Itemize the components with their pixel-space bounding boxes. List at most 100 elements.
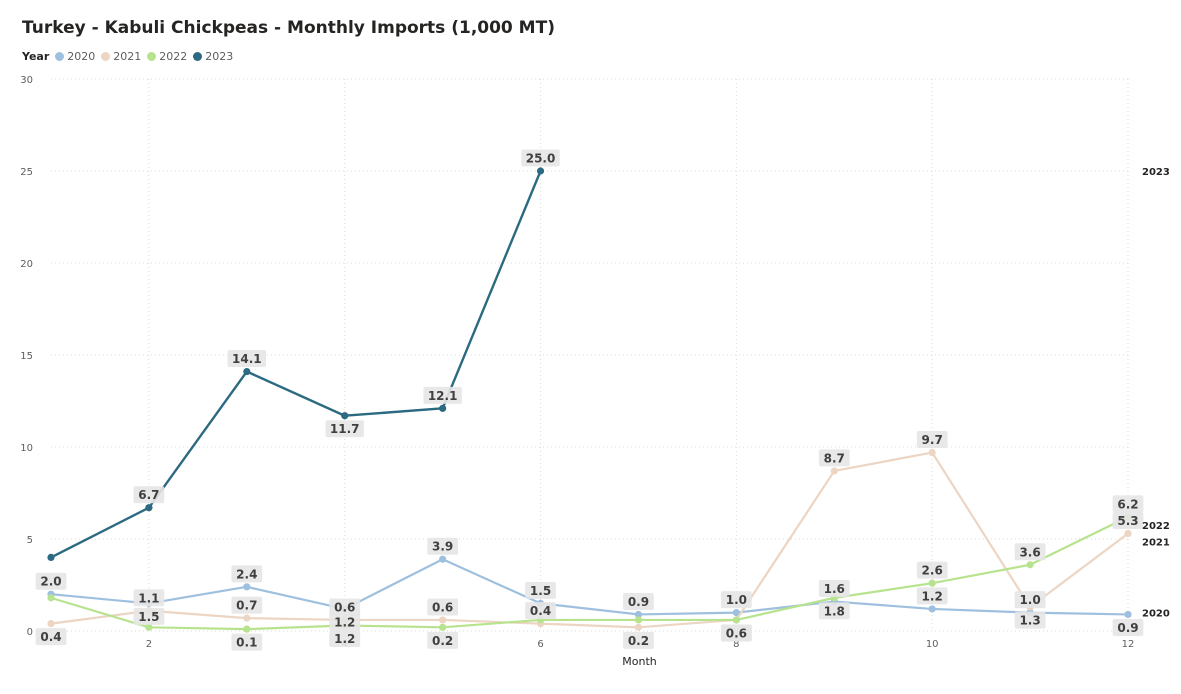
data-point-2023 <box>341 412 349 420</box>
data-label-bg-2023 <box>227 350 267 368</box>
data-label-bg-2021 <box>818 449 850 467</box>
y-tick-label: 5 <box>27 535 33 546</box>
data-label-2022: 1.8 <box>824 604 845 618</box>
legend-label-2022: 2022 <box>159 50 188 63</box>
data-label-2020: 0.9 <box>628 595 649 609</box>
data-point-2022 <box>145 623 153 631</box>
data-label-2021: 8.7 <box>824 451 845 465</box>
data-point-2021 <box>830 467 838 475</box>
data-label-bg-2020 <box>818 580 850 598</box>
data-label-bg-2022 <box>1014 543 1046 561</box>
data-label-bg-2023 <box>521 149 560 167</box>
data-point-2022 <box>243 625 251 633</box>
data-label-bg-2020 <box>133 607 165 625</box>
end-label-2021: 2021 <box>1142 537 1170 548</box>
x-axis-title: Month <box>622 655 657 668</box>
data-label-bg-2021 <box>1112 511 1144 529</box>
data-label-bg-2022 <box>231 633 263 651</box>
data-point-2020 <box>928 605 936 613</box>
data-point-2021 <box>47 620 55 628</box>
series-line-2023 <box>50 170 542 559</box>
data-label-2021: 0.2 <box>628 634 649 648</box>
data-label-bg-2023 <box>423 386 462 404</box>
legend-title: Year <box>22 50 50 63</box>
data-label-bg-2021 <box>916 431 948 449</box>
data-label-2022: 6.2 <box>1117 497 1138 511</box>
data-label-2022: 2.6 <box>922 564 943 578</box>
y-tick-label: 0 <box>27 627 33 638</box>
data-point-2022 <box>928 579 936 587</box>
data-point-2023 <box>243 367 251 376</box>
data-label-2023: 12.1 <box>428 389 458 403</box>
data-label-2023: 11.7 <box>330 422 360 436</box>
data-label-2020: 1.2 <box>334 615 355 629</box>
legend-item-2023[interactable]: 2023 <box>193 50 233 63</box>
end-label-2022: 2022 <box>1142 521 1170 532</box>
data-label-2021: 0.4 <box>530 604 551 618</box>
end-label-2023: 2023 <box>1142 167 1170 178</box>
data-label-bg-2021 <box>329 598 361 616</box>
data-label-2020: 1.5 <box>530 584 551 598</box>
data-label-bg-2021 <box>525 602 556 620</box>
x-tick-label: 8 <box>733 639 739 650</box>
data-point-2020 <box>732 609 740 617</box>
x-tick-label: 6 <box>537 639 543 650</box>
data-label-2021: 0.6 <box>334 600 355 614</box>
data-label-bg-2020 <box>231 565 263 583</box>
data-label-2021: 0.7 <box>236 599 257 613</box>
data-label-2022: 0.2 <box>432 634 453 648</box>
data-point-2020 <box>243 583 251 591</box>
legend-dot-2022 <box>147 52 157 61</box>
data-label-2021: 1.1 <box>138 591 159 605</box>
data-point-2023 <box>439 404 447 412</box>
x-tick-label: 10 <box>926 639 939 650</box>
data-label-bg-2020 <box>623 592 654 610</box>
data-label-2022: 0.6 <box>726 626 747 640</box>
data-label-bg-2020 <box>427 537 459 555</box>
data-point-2021 <box>634 623 643 631</box>
data-point-2023 <box>536 167 545 175</box>
data-label-2020: 1.0 <box>726 593 747 607</box>
legend-label-2021: 2021 <box>113 50 142 63</box>
data-point-2022 <box>732 616 740 624</box>
data-label-2023: 14.1 <box>232 352 262 366</box>
legend-dot-2023 <box>193 52 203 61</box>
y-tick-label: 20 <box>20 259 33 270</box>
data-label-2022: 1.2 <box>334 632 355 646</box>
data-label-2020: 0.9 <box>1117 621 1138 635</box>
data-label-bg-2020 <box>916 587 948 605</box>
series-line-2022 <box>50 515 1129 631</box>
data-label-bg-2023 <box>325 420 364 438</box>
data-label-bg-2021 <box>623 631 654 649</box>
data-point-2023 <box>47 553 55 562</box>
legend-item-2022[interactable]: 2022 <box>147 50 187 63</box>
data-label-2020: 1.6 <box>824 582 845 596</box>
y-tick-label: 10 <box>20 443 33 454</box>
data-label-2020: 2.4 <box>236 567 257 581</box>
legend-label-2023: 2023 <box>205 50 234 63</box>
data-label-bg-2020 <box>525 581 556 599</box>
y-tick-label: 30 <box>20 75 33 86</box>
x-tick-label: 2 <box>146 639 152 650</box>
legend-dot-2021 <box>101 52 111 61</box>
data-label-2022: 0.1 <box>236 636 257 650</box>
data-label-2020: 2.0 <box>40 575 61 589</box>
data-label-2023: 6.7 <box>138 488 159 502</box>
data-label-bg-2020 <box>35 572 67 590</box>
legend-item-2020[interactable]: 2020 <box>55 50 95 63</box>
data-point-2020 <box>634 610 643 619</box>
data-label-2020: 1.0 <box>1019 593 1040 607</box>
data-point-2021 <box>1124 529 1132 538</box>
legend-label-2020: 2020 <box>67 50 96 63</box>
legend-item-2021[interactable]: 2021 <box>101 50 141 63</box>
data-label-bg-2021 <box>231 596 263 614</box>
data-point-2020 <box>1124 610 1132 619</box>
series-line-2020 <box>50 558 1129 616</box>
data-label-2021: 0.4 <box>40 630 61 644</box>
data-label-2020: 3.9 <box>432 540 453 554</box>
data-label-bg-2022 <box>427 631 459 649</box>
data-label-bg-2022 <box>720 624 752 642</box>
series-line-2021 <box>50 451 1129 629</box>
data-label-bg-2020 <box>1112 618 1144 636</box>
